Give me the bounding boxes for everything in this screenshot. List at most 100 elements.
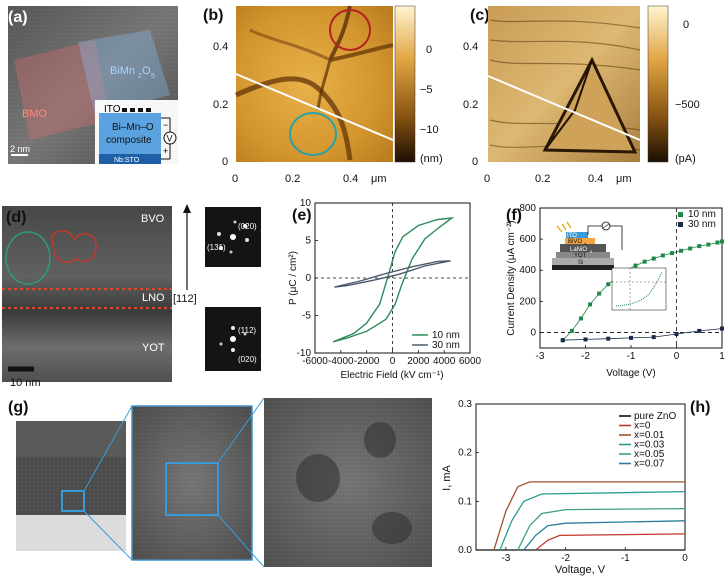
x-tick-label: 6000	[459, 356, 482, 367]
svg-text:(pA): (pA)	[675, 153, 696, 165]
panel-g: (g)	[8, 397, 432, 568]
profile-line	[235, 73, 394, 141]
svg-text:(020): (020)	[238, 355, 257, 364]
x-tick-label: -3	[536, 351, 545, 362]
h-legend-label: pure ZnO	[634, 411, 676, 422]
scale-bar-label: 2 nm	[10, 144, 30, 154]
h-legend-label: x=0.07	[634, 459, 665, 470]
f-legend-label: 30 nm	[688, 219, 716, 230]
panel-h-chart: (h) -3 -2 -1 00.00.10.20.3 pure ZnOx=0x=0.0…	[441, 399, 710, 576]
f-legend-swatch	[678, 212, 683, 217]
voltmeter-icon	[163, 131, 177, 145]
svg-text:μm: μm	[371, 173, 387, 185]
f-data-point	[597, 291, 602, 296]
svg-text:O: O	[142, 65, 151, 77]
y-tick-label: 0	[530, 327, 536, 338]
f-data-point	[560, 338, 565, 343]
y-tick-label: -5	[302, 311, 311, 322]
svg-text:BiMn: BiMn	[110, 65, 135, 77]
x-tick-label: -4000	[328, 356, 354, 367]
panel-b-letter: (b)	[203, 7, 223, 24]
svg-text:YOT: YOT	[574, 253, 587, 259]
x-tick-label: 0	[674, 351, 680, 362]
highlight-circle-teal	[289, 112, 337, 156]
svg-text:−500: −500	[675, 99, 700, 111]
panel-d-letter: (d)	[6, 209, 26, 226]
svg-text:ITO: ITO	[567, 233, 577, 239]
h-x-axis-label: Voltage, V	[555, 564, 606, 576]
f-data-point	[679, 248, 684, 253]
h-y-axis-label: I, mA	[441, 465, 453, 491]
x-tick-label: 1	[719, 351, 725, 362]
panel-c: (c) 0 −500 (pA) 0.4 0.2 0 0 0.2 0.4 μm	[463, 5, 700, 185]
bimn2o5-label: BiMn 2 O 5	[110, 65, 155, 80]
f-device-inset: ITO BiVO 4 LaNiO 3 YOT Si	[552, 221, 623, 270]
h-series-x-0-03	[499, 490, 686, 551]
svg-text:−: −	[163, 120, 168, 130]
x-tick-label: -2	[581, 351, 590, 362]
d-highlight-teal	[5, 231, 51, 285]
substrate-layer	[99, 154, 161, 164]
h-legend-label: x=0.05	[634, 449, 665, 460]
ito-label: ITO	[104, 104, 121, 115]
x-tick-label: -6000	[302, 356, 328, 367]
f-data-point	[578, 316, 583, 321]
svg-text:LaNiO: LaNiO	[570, 247, 587, 253]
lno-label: LNO	[142, 292, 165, 304]
e-series-10-nm	[332, 217, 455, 343]
f-data-point	[583, 337, 588, 342]
svg-text:(112): (112)	[238, 326, 256, 335]
f-data-point	[606, 282, 611, 287]
f-data-point	[715, 240, 720, 245]
svg-text:−5: −5	[420, 84, 433, 96]
svg-text:3: 3	[590, 249, 593, 254]
y-tick-label: 0.1	[458, 496, 472, 507]
svg-text:0.2: 0.2	[535, 173, 550, 185]
f-x-axis-label: Voltage (V)	[606, 368, 655, 379]
x-tick-label: 2000	[407, 356, 430, 367]
direction-label: [112]	[173, 293, 197, 305]
panel-g-letter: (g)	[8, 399, 28, 416]
f-data-point	[697, 328, 702, 333]
x-tick-label: -2	[561, 553, 570, 564]
svg-text:BiVO: BiVO	[568, 239, 582, 245]
d-scale-label: 10 nm	[10, 377, 41, 389]
e-legend-label: 30 nm	[432, 340, 460, 351]
svg-text:0.4: 0.4	[343, 173, 358, 185]
x-tick-label: 4000	[433, 356, 456, 367]
f-data-point	[651, 256, 656, 261]
f-data-point	[569, 328, 574, 333]
panel-h-letter: (h)	[690, 399, 710, 416]
h-series-x-0-07	[523, 520, 686, 551]
svg-text:V: V	[167, 134, 173, 144]
svg-text:(131): (131)	[207, 243, 226, 252]
yot-label: YOT	[142, 342, 165, 354]
bmo-label: BMO	[22, 108, 48, 120]
h-legend-label: x=0.01	[634, 430, 665, 441]
f-series-line	[562, 328, 723, 341]
panel-e-letter: (e)	[292, 207, 312, 224]
d-highlight-red	[51, 230, 97, 263]
highlight-circle-red	[329, 9, 371, 51]
y-tick-label: 800	[519, 203, 536, 214]
svg-text:Nb:STO: Nb:STO	[114, 157, 140, 164]
svg-text:0.2: 0.2	[463, 99, 478, 111]
svg-text:0.4: 0.4	[463, 41, 478, 53]
h-series-x-0	[535, 533, 686, 551]
bmo-region	[14, 40, 110, 140]
e-x-axis-label: Electric Field (kV cm⁻¹)	[340, 370, 443, 381]
bimn2o5-region	[78, 30, 170, 115]
x-tick-label: 0	[390, 356, 396, 367]
f-data-point	[642, 259, 647, 264]
svg-text:4: 4	[584, 241, 587, 246]
f-data-point	[688, 246, 693, 251]
x-tick-label: -2000	[354, 356, 380, 367]
f-data-point	[633, 263, 638, 268]
svg-text:0: 0	[426, 44, 432, 56]
svg-text:0.4: 0.4	[213, 41, 228, 53]
svg-text:Si: Si	[578, 260, 583, 266]
y-tick-label: 10	[300, 198, 312, 209]
